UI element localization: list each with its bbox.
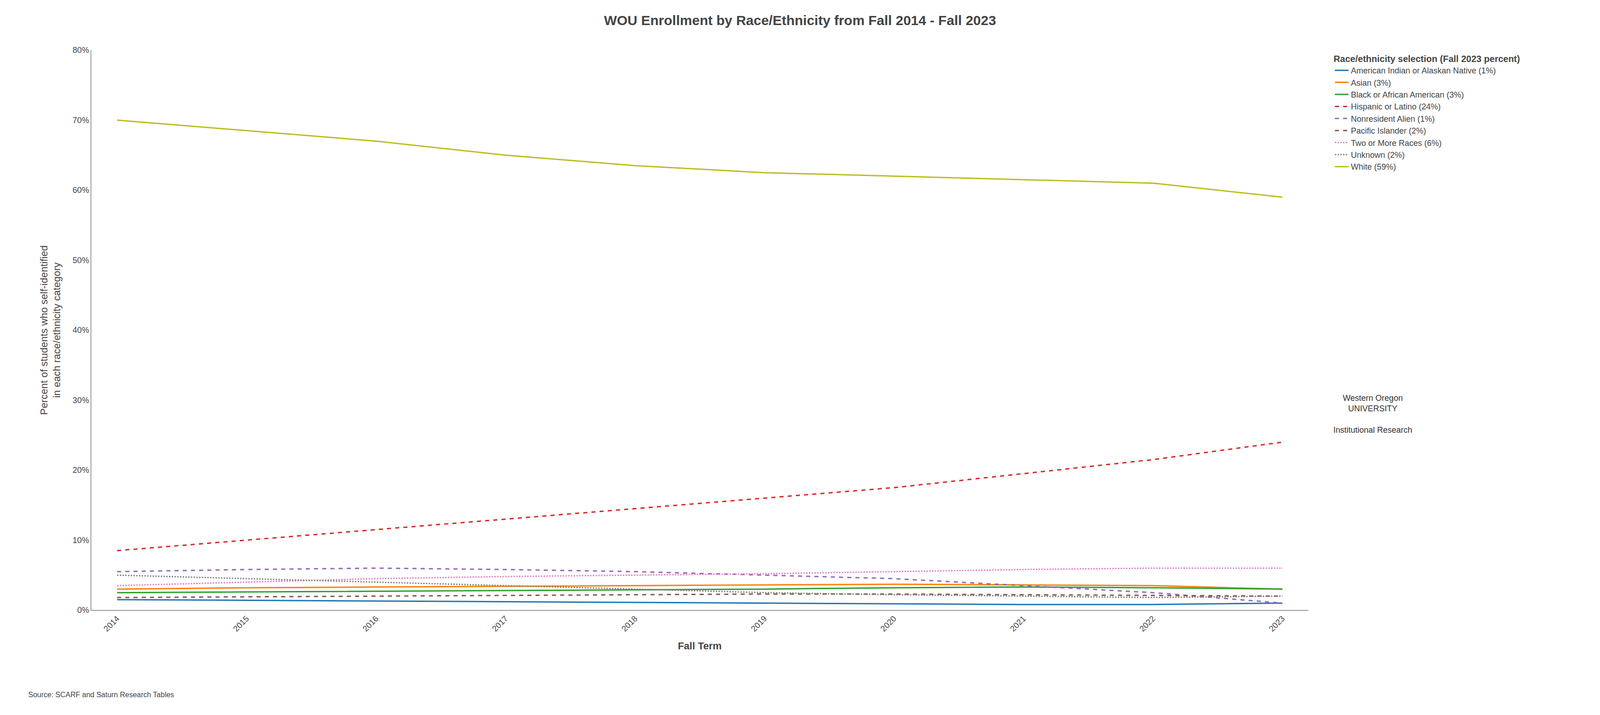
svg-text:Hispanic or Latino (24%): Hispanic or Latino (24%): [1350, 102, 1441, 112]
svg-text:WOU Enrollment by Race/Ethnici: WOU Enrollment by Race/Ethnicity from Fa…: [603, 12, 997, 28]
svg-text:2014: 2014: [102, 614, 122, 634]
svg-text:2015: 2015: [231, 614, 251, 634]
svg-text:0%: 0%: [77, 605, 89, 615]
svg-text:2016: 2016: [361, 614, 381, 634]
svg-text:80%: 80%: [72, 45, 89, 55]
svg-text:30%: 30%: [72, 395, 89, 405]
svg-text:Unknown (2%): Unknown (2%): [1350, 150, 1405, 160]
svg-text:Percent of students who self-i: Percent of students who self-identifiedi…: [38, 245, 63, 415]
svg-text:40%: 40%: [72, 325, 89, 335]
svg-text:White (59%): White (59%): [1350, 162, 1396, 172]
svg-text:50%: 50%: [72, 255, 89, 265]
svg-text:2018: 2018: [619, 614, 640, 634]
svg-text:Nonresident Alien (1%): Nonresident Alien (1%): [1350, 114, 1435, 124]
svg-text:60%: 60%: [72, 185, 89, 195]
svg-text:2022: 2022: [1137, 614, 1157, 634]
svg-text:Pacific Islander (2%): Pacific Islander (2%): [1350, 126, 1426, 136]
svg-text:Race/ethnicity selection (Fall: Race/ethnicity selection (Fall 2023 perc…: [1333, 53, 1520, 64]
svg-text:2020: 2020: [878, 614, 899, 634]
svg-text:70%: 70%: [72, 115, 89, 125]
svg-text:2019: 2019: [749, 614, 769, 634]
svg-text:20%: 20%: [72, 465, 89, 475]
svg-text:American Indian or Alaskan Nat: American Indian or Alaskan Native (1%): [1350, 66, 1496, 76]
svg-text:Fall Term: Fall Term: [677, 640, 722, 652]
svg-text:Black or African American (3%): Black or African American (3%): [1350, 90, 1464, 100]
svg-text:2021: 2021: [1008, 614, 1028, 634]
svg-text:2023: 2023: [1267, 614, 1287, 634]
svg-text:Western OregonUNIVERSITYInstit: Western OregonUNIVERSITYInstitutional Re…: [1333, 393, 1413, 435]
svg-text:2017: 2017: [490, 614, 510, 634]
svg-text:Source: SCARF and Saturn Resea: Source: SCARF and Saturn Research Tables: [28, 690, 175, 699]
svg-text:10%: 10%: [72, 535, 89, 545]
svg-text:Two or More Races (6%): Two or More Races (6%): [1350, 138, 1442, 148]
svg-text:Asian (3%): Asian (3%): [1350, 78, 1391, 88]
